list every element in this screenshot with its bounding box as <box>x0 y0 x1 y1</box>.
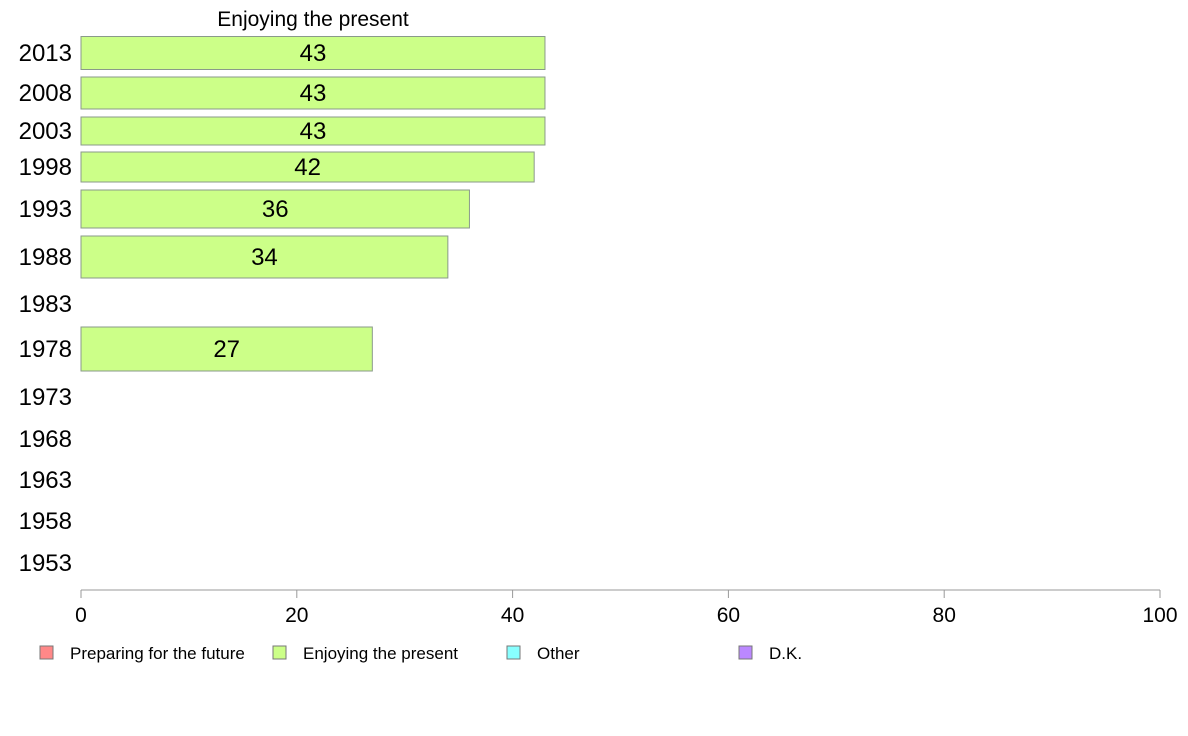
legend-label: Other <box>537 644 580 663</box>
y-tick-label: 1963 <box>19 467 72 494</box>
chart-title: Enjoying the present <box>217 8 409 31</box>
bar <box>80 116 546 146</box>
x-tick-label: 100 <box>1142 604 1177 627</box>
bar-value-label: 43 <box>300 118 327 145</box>
bar-value-label: 43 <box>300 80 327 107</box>
y-tick-label: 1968 <box>19 426 72 453</box>
legend-swatch <box>738 645 753 660</box>
legend-swatch <box>272 645 287 660</box>
y-axis-labels: 2013 2008 2003 1998 1993 1988 1983 1978 1973 1968… <box>19 40 72 577</box>
legend-label: Preparing for the future <box>70 644 245 663</box>
y-tick-label: 1993 <box>19 196 72 223</box>
y-tick-label: 1998 <box>19 154 72 181</box>
y-tick-label: 2013 <box>19 40 72 67</box>
legend: Preparing for the future Enjoying the pre… <box>39 644 802 663</box>
y-tick-label: 1983 <box>19 291 72 318</box>
bar-value-label: 36 <box>262 196 289 223</box>
y-tick-label: 1958 <box>19 508 72 535</box>
y-tick-label: 1973 <box>19 384 72 411</box>
legend-swatch <box>39 645 54 660</box>
legend-label: D.K. <box>769 644 802 663</box>
y-tick-label: 1978 <box>19 336 72 363</box>
x-tick-label: 0 <box>75 604 87 627</box>
x-axis: 0 20 40 60 80 100 <box>75 589 1178 627</box>
bar <box>80 76 546 110</box>
bar <box>80 36 546 70</box>
bar <box>80 189 470 229</box>
y-tick-label: 1953 <box>19 550 72 577</box>
bar <box>80 151 535 183</box>
y-tick-label: 2003 <box>19 118 72 145</box>
y-tick-label: 2008 <box>19 80 72 107</box>
bar-value-label: 42 <box>294 154 321 181</box>
legend-label: Enjoying the present <box>303 644 458 663</box>
x-tick-label: 40 <box>501 604 524 627</box>
bar-value-label: 43 <box>300 40 327 67</box>
bar <box>80 235 449 279</box>
x-tick-label: 80 <box>933 604 956 627</box>
bar-value-label: 34 <box>251 244 278 271</box>
bar <box>80 326 373 372</box>
x-tick-label: 20 <box>285 604 308 627</box>
legend-swatch <box>506 645 521 660</box>
y-tick-label: 1988 <box>19 244 72 271</box>
bar-value-label: 27 <box>213 336 240 363</box>
x-tick-label: 60 <box>717 604 740 627</box>
